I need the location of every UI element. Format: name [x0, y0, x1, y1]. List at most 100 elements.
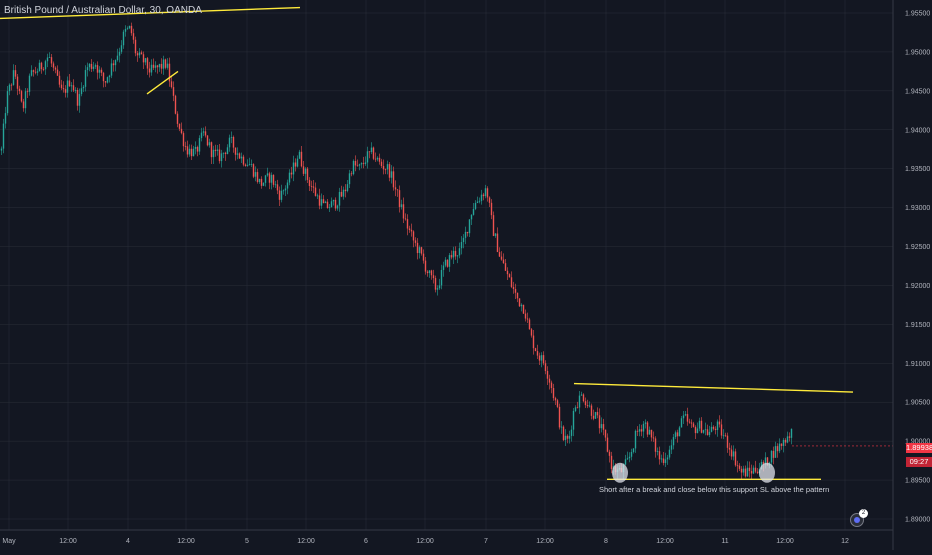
candle-body	[780, 443, 783, 446]
tradingview-logo-badge[interactable]: 2	[850, 509, 868, 527]
candle-body	[378, 157, 381, 162]
candle-body	[236, 153, 239, 155]
candle-body	[144, 58, 147, 63]
candle-body	[222, 152, 225, 154]
candle-body	[584, 401, 587, 406]
candle-body	[522, 304, 525, 314]
candle-body	[680, 418, 683, 428]
tv-logo-icon	[854, 517, 860, 523]
candle-body	[672, 437, 675, 446]
candle-body	[266, 173, 269, 176]
candle-body	[142, 54, 145, 63]
candle-body	[472, 208, 475, 215]
candle-body	[294, 162, 297, 167]
candle-body	[318, 195, 321, 206]
candle-body	[322, 199, 325, 204]
candle-body	[306, 168, 309, 180]
candle-body	[38, 62, 41, 72]
candle-body	[602, 424, 605, 430]
price-tick-label: 1.93500	[905, 166, 930, 173]
candle-body	[772, 450, 775, 458]
candle-body	[462, 237, 465, 243]
candle-body	[518, 298, 521, 307]
candle-body	[454, 250, 457, 257]
trendlines	[0, 6, 854, 480]
candle-body	[258, 178, 261, 182]
candle-body	[190, 148, 193, 157]
candle-body	[66, 80, 69, 93]
candle-body	[108, 75, 111, 78]
candle-body	[388, 164, 391, 178]
candle-body	[652, 437, 655, 439]
trendline[interactable]	[0, 6, 301, 20]
candle-body	[396, 189, 399, 191]
trendline[interactable]	[146, 70, 179, 95]
candle-body	[544, 363, 547, 371]
candle-body	[788, 436, 791, 438]
highlight-circle[interactable]	[759, 462, 775, 483]
countdown-tag: 09:27	[906, 457, 932, 467]
candle-body	[246, 165, 249, 166]
candle-body	[340, 191, 343, 197]
candle-body	[262, 182, 265, 186]
time-axis[interactable]: May 12:00 4 12:00 5 12:00 6 12:00 7 12:00 8 12:00 11…	[2, 538, 849, 545]
candle-body	[234, 147, 237, 155]
candle-body	[480, 194, 483, 201]
candle-body	[406, 219, 409, 229]
trendline[interactable]	[573, 382, 854, 393]
candle-body	[122, 31, 125, 46]
candle-body	[568, 435, 571, 439]
candle-body	[452, 250, 455, 258]
candle-body	[316, 195, 319, 197]
candle-body	[274, 184, 277, 186]
candle-body	[336, 205, 339, 209]
price-tick-label: 1.95000	[905, 49, 930, 56]
candle-body	[208, 142, 211, 146]
candle-body	[660, 458, 663, 460]
candle-body	[488, 197, 491, 203]
candle-body	[728, 447, 731, 450]
candle-body	[470, 214, 473, 220]
candle-body	[384, 169, 387, 171]
price-axis[interactable]: 1.95500 1.95000 1.94500 1.94000 1.93500 1.930…	[905, 11, 930, 524]
candle-body	[646, 422, 649, 435]
candle-body	[270, 174, 273, 183]
candle-body	[746, 467, 749, 477]
candle-body	[136, 53, 139, 56]
candle-body	[580, 394, 583, 396]
candle-body	[216, 149, 219, 151]
candle-body	[458, 248, 461, 256]
candle-body	[744, 468, 747, 477]
candle-body	[88, 63, 91, 68]
candle-body	[586, 405, 589, 407]
candle-body	[708, 431, 711, 436]
candle-body	[174, 95, 177, 114]
candle-body	[102, 72, 105, 82]
candle-body	[390, 171, 393, 178]
candle-body	[240, 156, 243, 159]
candle-body	[134, 39, 137, 54]
candle-body	[486, 188, 489, 198]
candle-body	[422, 253, 425, 261]
candle-body	[702, 430, 705, 433]
candle-body	[678, 427, 681, 437]
time-tick-label: 7	[484, 538, 488, 545]
candle-body	[104, 81, 107, 83]
highlight-circle[interactable]	[612, 462, 628, 483]
candle-body	[514, 289, 517, 293]
candle-body	[8, 84, 11, 92]
candle-body	[450, 255, 453, 258]
candle-body	[578, 395, 581, 408]
candle-body	[650, 429, 653, 438]
candle-body	[354, 160, 357, 166]
candle-body	[408, 228, 411, 230]
candle-body	[626, 458, 629, 460]
candle-body	[520, 304, 523, 307]
candle-body	[562, 426, 565, 441]
candle-body	[414, 240, 417, 243]
candle-body	[100, 69, 103, 73]
candle-body	[172, 87, 175, 96]
candle-body	[78, 94, 81, 106]
